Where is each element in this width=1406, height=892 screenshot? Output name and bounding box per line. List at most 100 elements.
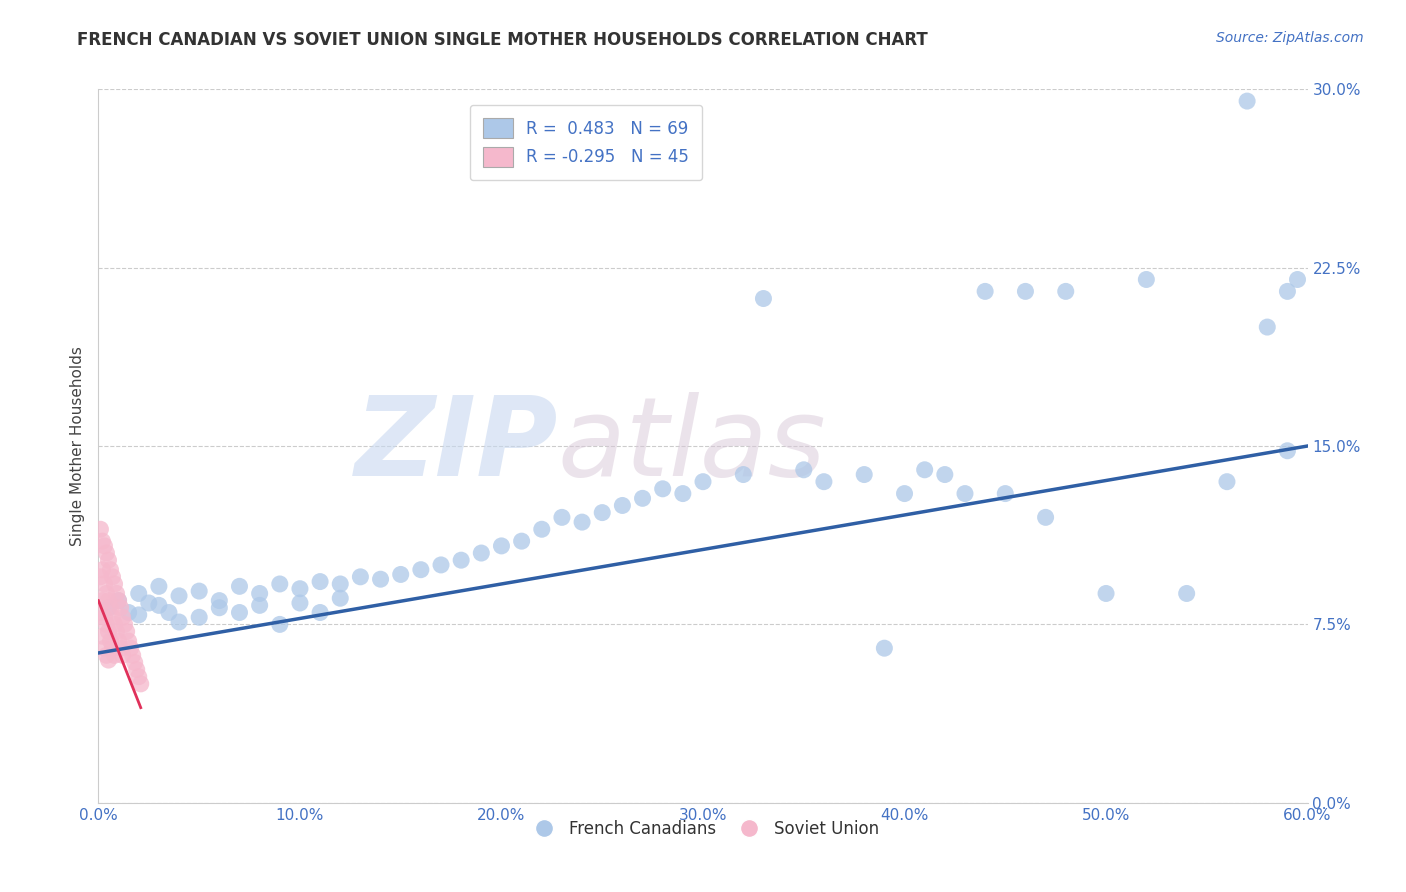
Point [97, 653, 120, 667]
Point [1256, 320, 1278, 334]
Point [1175, 586, 1198, 600]
Point [1236, 94, 1258, 108]
Point [953, 486, 976, 500]
Legend: French Canadians, Soviet Union: French Canadians, Soviet Union [520, 814, 886, 845]
Point [1277, 285, 1299, 299]
Point [329, 577, 352, 591]
Point [107, 593, 129, 607]
Point [409, 563, 432, 577]
Point [121, 648, 143, 663]
Point [89, 522, 111, 536]
Point [813, 475, 835, 489]
Point [470, 546, 492, 560]
Point [129, 677, 152, 691]
Point [1277, 443, 1299, 458]
Point [1135, 272, 1157, 286]
Point [105, 624, 128, 639]
Point [93, 539, 115, 553]
Point [1216, 475, 1239, 489]
Point [118, 634, 141, 648]
Point [389, 567, 412, 582]
Point [138, 596, 160, 610]
Point [188, 584, 211, 599]
Point [309, 606, 332, 620]
Point [752, 292, 775, 306]
Point [97, 553, 120, 567]
Point [370, 572, 392, 586]
Point [103, 577, 125, 591]
Point [128, 607, 150, 622]
Point [733, 467, 755, 482]
Point [100, 600, 122, 615]
Point [208, 593, 231, 607]
Text: Source: ZipAtlas.com: Source: ZipAtlas.com [1216, 31, 1364, 45]
Point [93, 641, 115, 656]
Point [631, 491, 654, 506]
Point [96, 546, 118, 560]
Point [491, 539, 513, 553]
Point [128, 670, 150, 684]
Point [111, 648, 134, 663]
Point [115, 624, 138, 639]
Point [288, 582, 311, 596]
Point [249, 599, 271, 613]
Point [128, 586, 150, 600]
Point [249, 586, 271, 600]
Point [97, 624, 120, 639]
Point [208, 600, 231, 615]
Point [591, 506, 613, 520]
Point [107, 593, 129, 607]
Point [103, 617, 125, 632]
Point [114, 617, 136, 632]
Point [269, 617, 291, 632]
Point [101, 570, 124, 584]
Point [228, 579, 250, 593]
Point [101, 610, 124, 624]
Point [510, 534, 533, 549]
Point [96, 648, 118, 663]
Point [110, 641, 132, 656]
Point [1035, 510, 1057, 524]
Point [125, 663, 148, 677]
Point [430, 558, 453, 572]
Text: FRENCH CANADIAN VS SOVIET UNION SINGLE MOTHER HOUSEHOLDS CORRELATION CHART: FRENCH CANADIAN VS SOVIET UNION SINGLE M… [77, 31, 928, 49]
Point [288, 596, 311, 610]
Point [110, 600, 132, 615]
Point [148, 599, 170, 613]
Point [873, 641, 896, 656]
Point [89, 570, 111, 584]
Point [994, 486, 1017, 500]
Point [148, 579, 170, 593]
Point [107, 634, 129, 648]
Point [269, 577, 291, 591]
Point [97, 600, 120, 615]
Point [103, 648, 125, 663]
Point [793, 463, 815, 477]
Point [450, 553, 472, 567]
Text: atlas: atlas [558, 392, 827, 500]
Point [612, 499, 634, 513]
Text: ZIP: ZIP [354, 392, 558, 500]
Point [111, 610, 134, 624]
Point [893, 486, 915, 500]
Point [100, 634, 122, 648]
Point [1054, 285, 1077, 299]
Point [93, 610, 115, 624]
Point [551, 510, 574, 524]
Point [571, 515, 593, 529]
Point [91, 563, 114, 577]
Point [1095, 586, 1118, 600]
Point [89, 606, 111, 620]
Point [1286, 272, 1309, 286]
Point [974, 285, 997, 299]
Point [853, 467, 876, 482]
Point [167, 589, 190, 603]
Point [672, 486, 695, 500]
Point [228, 606, 250, 620]
Point [101, 641, 124, 656]
Point [188, 610, 211, 624]
Point [97, 593, 120, 607]
Point [651, 482, 673, 496]
Point [100, 563, 122, 577]
Point [91, 629, 114, 643]
